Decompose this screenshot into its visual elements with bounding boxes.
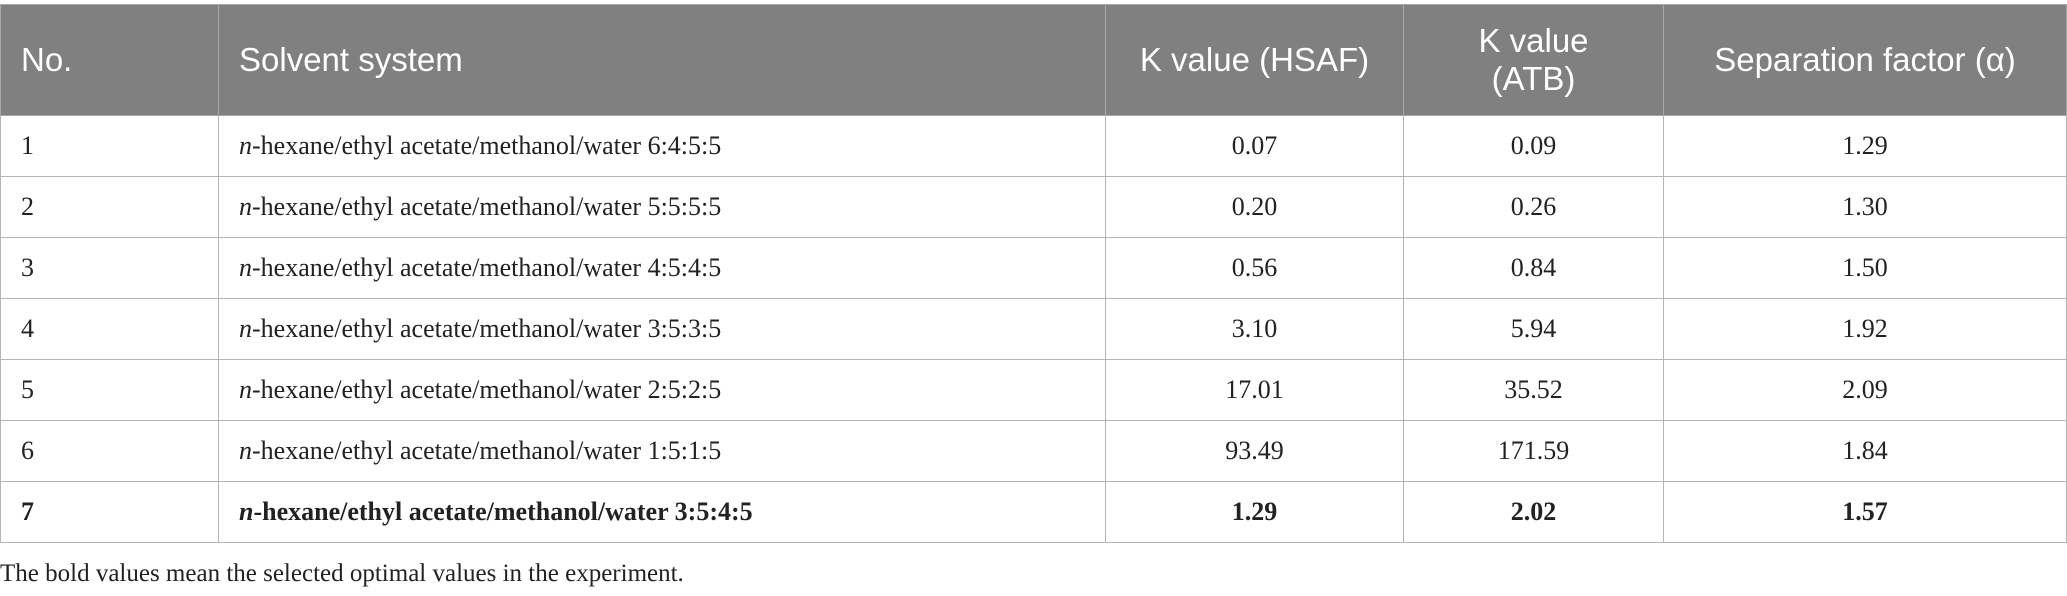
cell-k-hsaf: 17.01 — [1105, 359, 1404, 421]
cell-solvent-prefix: n — [239, 253, 252, 282]
cell-k-hsaf: 1.29 — [1105, 481, 1404, 543]
header-solvent-system: Solvent system — [218, 4, 1106, 116]
cell-solvent-text: -hexane/ethyl acetate/methanol/water 3:5… — [252, 314, 722, 343]
cell-alpha: 2.09 — [1663, 359, 2067, 421]
cell-solvent-text: -hexane/ethyl acetate/methanol/water 2:5… — [252, 375, 722, 404]
cell-no: 6 — [0, 420, 219, 482]
cell-no: 7 — [0, 481, 219, 543]
cell-k-atb: 5.94 — [1403, 298, 1664, 360]
cell-solvent-prefix: n — [239, 192, 252, 221]
cell-no: 2 — [0, 176, 219, 238]
table-footnote: The bold values mean the selected optima… — [0, 560, 684, 587]
table-row: 1 n-hexane/ethyl acetate/methanol/water … — [0, 115, 2067, 177]
table-row: 5 n-hexane/ethyl acetate/methanol/water … — [0, 359, 2067, 421]
table-row: 3 n-hexane/ethyl acetate/methanol/water … — [0, 237, 2067, 299]
header-k-value-atb: K value (ATB) — [1403, 4, 1664, 116]
cell-solvent-text: -hexane/ethyl acetate/methanol/water 6:4… — [252, 131, 722, 160]
cell-solvent: n-hexane/ethyl acetate/methanol/water 3:… — [218, 481, 1106, 543]
cell-solvent-prefix: n — [239, 314, 252, 343]
cell-k-hsaf: 0.20 — [1105, 176, 1404, 238]
cell-no: 5 — [0, 359, 219, 421]
cell-solvent-text: -hexane/ethyl acetate/methanol/water 4:5… — [252, 253, 722, 282]
cell-no: 3 — [0, 237, 219, 299]
table-row: 2 n-hexane/ethyl acetate/methanol/water … — [0, 176, 2067, 238]
cell-alpha: 1.84 — [1663, 420, 2067, 482]
data-table-container: No. Solvent system K value (HSAF) K valu… — [0, 4, 2067, 543]
header-k-value-hsaf: K value (HSAF) — [1105, 4, 1404, 116]
cell-k-atb: 171.59 — [1403, 420, 1664, 482]
cell-k-atb: 0.84 — [1403, 237, 1664, 299]
table-row: 4 n-hexane/ethyl acetate/methanol/water … — [0, 298, 2067, 360]
cell-solvent-prefix: n — [239, 497, 254, 526]
cell-solvent: n-hexane/ethyl acetate/methanol/water 2:… — [218, 359, 1106, 421]
cell-solvent-prefix: n — [239, 436, 252, 465]
cell-k-atb: 0.09 — [1403, 115, 1664, 177]
cell-k-atb: 0.26 — [1403, 176, 1664, 238]
cell-solvent: n-hexane/ethyl acetate/methanol/water 6:… — [218, 115, 1106, 177]
cell-solvent-prefix: n — [239, 375, 252, 404]
cell-solvent-text: -hexane/ethyl acetate/methanol/water 5:5… — [252, 192, 722, 221]
cell-no: 1 — [0, 115, 219, 177]
cell-k-hsaf: 93.49 — [1105, 420, 1404, 482]
table-header-row: No. Solvent system K value (HSAF) K valu… — [0, 4, 2067, 116]
cell-k-atb: 2.02 — [1403, 481, 1664, 543]
cell-alpha: 1.50 — [1663, 237, 2067, 299]
cell-solvent: n-hexane/ethyl acetate/methanol/water 4:… — [218, 237, 1106, 299]
cell-no: 4 — [0, 298, 219, 360]
cell-alpha: 1.29 — [1663, 115, 2067, 177]
table-row-optimal: 7 n-hexane/ethyl acetate/methanol/water … — [0, 481, 2067, 543]
header-no: No. — [0, 4, 219, 116]
cell-solvent-text: -hexane/ethyl acetate/methanol/water 3:5… — [253, 497, 753, 526]
cell-solvent: n-hexane/ethyl acetate/methanol/water 3:… — [218, 298, 1106, 360]
cell-alpha: 1.92 — [1663, 298, 2067, 360]
cell-k-hsaf: 3.10 — [1105, 298, 1404, 360]
cell-k-hsaf: 0.07 — [1105, 115, 1404, 177]
cell-solvent: n-hexane/ethyl acetate/methanol/water 5:… — [218, 176, 1106, 238]
cell-k-hsaf: 0.56 — [1105, 237, 1404, 299]
cell-alpha: 1.30 — [1663, 176, 2067, 238]
cell-solvent-text: -hexane/ethyl acetate/methanol/water 1:5… — [252, 436, 722, 465]
cell-solvent-prefix: n — [239, 131, 252, 160]
cell-solvent: n-hexane/ethyl acetate/methanol/water 1:… — [218, 420, 1106, 482]
header-separation-factor: Separation factor (α) — [1663, 4, 2067, 116]
table-row: 6 n-hexane/ethyl acetate/methanol/water … — [0, 420, 2067, 482]
solvent-system-table: No. Solvent system K value (HSAF) K valu… — [0, 4, 2067, 543]
cell-alpha: 1.57 — [1663, 481, 2067, 543]
cell-k-atb: 35.52 — [1403, 359, 1664, 421]
